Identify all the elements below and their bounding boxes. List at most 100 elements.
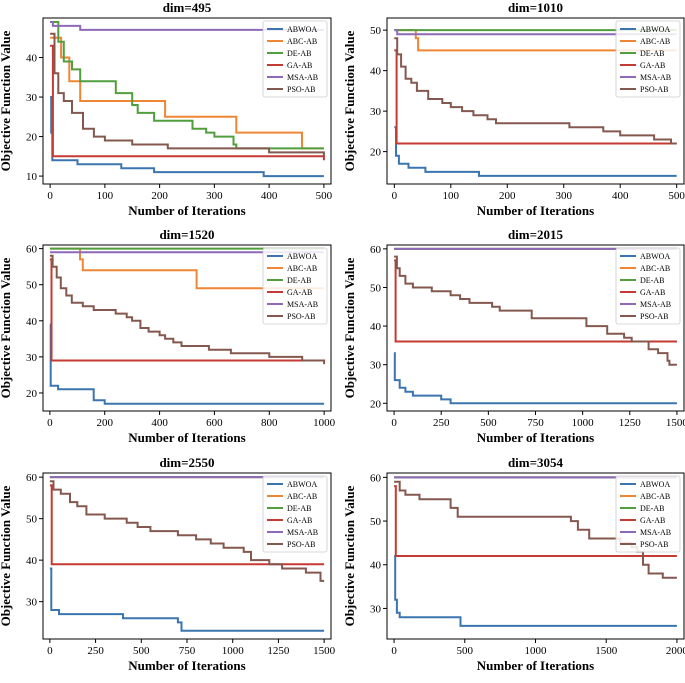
y-tick-label: 40 bbox=[26, 53, 38, 65]
y-axis-label: Objective Function Value bbox=[342, 485, 357, 626]
legend-entry-abwoa: ABWOA bbox=[640, 480, 670, 489]
y-tick-label: 40 bbox=[26, 555, 38, 567]
chart-6: dim=3054 0 500 1000 1500 2000 30 40 50 60 Number o… bbox=[342, 455, 685, 673]
legend-entry-ga-ab: GA-AB bbox=[640, 288, 665, 297]
y-axis-label: Objective Function Value bbox=[0, 485, 13, 626]
series-line-pso-ab bbox=[49, 480, 325, 582]
x-tick-label: 400 bbox=[612, 190, 629, 202]
series-line-abwoa bbox=[394, 126, 677, 177]
legend-entry-pso-ab: PSO-AB bbox=[640, 540, 668, 549]
y-tick-label: 30 bbox=[370, 106, 382, 118]
legend: ABWOA ABC-AB DE-AB GA-AB MSA-AB PSO-AB bbox=[262, 475, 328, 553]
series-line-msa-ab bbox=[50, 21, 324, 31]
legend-entry-abc-ab: ABC-AB bbox=[640, 264, 670, 273]
legend-entry-ga-ab: GA-AB bbox=[287, 61, 312, 70]
y-tick-label: 50 bbox=[370, 282, 382, 294]
legend-entry-abc-ab: ABC-AB bbox=[287, 492, 317, 501]
y-tick-label: 10 bbox=[26, 171, 38, 183]
x-tick-label: 2000 bbox=[666, 645, 685, 657]
legend-entry-abc-ab: ABC-AB bbox=[287, 37, 317, 46]
series-lines bbox=[49, 476, 325, 632]
x-tick-label: 1500 bbox=[595, 645, 618, 657]
legend: ABWOA ABC-AB DE-AB GA-AB MSA-AB PSO-AB bbox=[615, 475, 681, 553]
x-tick-label: 1000 bbox=[572, 417, 595, 429]
series-line-abwoa bbox=[394, 555, 677, 627]
chart-5: dim=2550 0 250 500 750 1000 1250 1500 30 40 50 60 Nu… bbox=[0, 455, 336, 673]
axes-frame bbox=[42, 244, 332, 412]
series-line-ga-ab bbox=[394, 49, 677, 145]
legend-entry-abwoa: ABWOA bbox=[287, 25, 317, 34]
x-tick-label: 400 bbox=[151, 417, 168, 429]
x-tick-label: 250 bbox=[87, 645, 104, 657]
series-lines bbox=[394, 29, 677, 177]
y-tick-label: 40 bbox=[370, 560, 382, 572]
y-tick-label: 20 bbox=[370, 398, 382, 410]
legend-entry-msa-ab: MSA-AB bbox=[287, 528, 318, 537]
x-axis-label: Number of Iterations bbox=[128, 203, 245, 218]
legend: ABWOA ABC-AB DE-AB GA-AB MSA-AB PSO-AB bbox=[262, 20, 328, 98]
legend-entry-msa-ab: MSA-AB bbox=[640, 528, 671, 537]
x-tick-label: 100 bbox=[97, 190, 114, 202]
y-tick-label: 60 bbox=[370, 244, 382, 256]
x-tick-label: 250 bbox=[433, 417, 450, 429]
legend-entry-pso-ab: PSO-AB bbox=[640, 312, 668, 321]
series-line-ga-ab bbox=[394, 485, 677, 557]
legend: ABWOA ABC-AB DE-AB GA-AB MSA-AB PSO-AB bbox=[615, 20, 681, 98]
x-tick-label: 750 bbox=[527, 417, 544, 429]
x-tick-label: 300 bbox=[555, 190, 572, 202]
legend-entry-msa-ab: MSA-AB bbox=[287, 300, 318, 309]
series-line-abwoa bbox=[50, 96, 324, 178]
x-tick-label: 500 bbox=[457, 645, 474, 657]
x-axis-label: Number of Iterations bbox=[477, 203, 594, 218]
x-tick-label: 1500 bbox=[313, 645, 336, 657]
y-tick-label: 50 bbox=[370, 516, 382, 528]
series-line-ga-ab bbox=[49, 258, 325, 362]
x-tick-label: 0 bbox=[47, 417, 53, 429]
x-tick-label: 200 bbox=[151, 190, 168, 202]
x-tick-label: 200 bbox=[499, 190, 516, 202]
x-tick-label: 1500 bbox=[666, 417, 685, 429]
series-line-ga-ab bbox=[394, 259, 677, 343]
series-line-pso-ab bbox=[394, 37, 677, 145]
legend-entry-abwoa: ABWOA bbox=[287, 252, 317, 261]
x-tick-label: 300 bbox=[206, 190, 223, 202]
x-tick-label: 500 bbox=[316, 190, 333, 202]
x-axis-label: Number of Iterations bbox=[128, 658, 245, 673]
x-axis-label: Number of Iterations bbox=[128, 430, 245, 445]
x-axis-label: Number of Iterations bbox=[477, 658, 594, 673]
series-line-de-ab bbox=[50, 21, 324, 150]
legend-entry-de-ab: DE-AB bbox=[287, 504, 311, 513]
y-tick-label: 60 bbox=[26, 244, 38, 256]
legend-entry-abc-ab: ABC-AB bbox=[287, 264, 317, 273]
series-line-abwoa bbox=[49, 323, 325, 405]
x-tick-label: 200 bbox=[96, 417, 113, 429]
y-tick-label: 50 bbox=[26, 280, 38, 292]
x-tick-label: 1250 bbox=[619, 417, 642, 429]
chart-title: dim=3054 bbox=[508, 455, 564, 470]
x-tick-label: 500 bbox=[480, 417, 497, 429]
chart-title: dim=1010 bbox=[508, 0, 563, 15]
legend-entry-abc-ab: ABC-AB bbox=[640, 492, 670, 501]
series-line-abwoa bbox=[49, 567, 325, 632]
legend-entry-abwoa: ABWOA bbox=[287, 480, 317, 489]
x-tick-label: 1000 bbox=[222, 645, 245, 657]
series-line-msa-ab bbox=[394, 29, 677, 36]
x-tick-label: 1000 bbox=[313, 417, 336, 429]
legend-entry-pso-ab: PSO-AB bbox=[640, 85, 668, 94]
legend-entry-abc-ab: ABC-AB bbox=[640, 37, 670, 46]
x-tick-label: 1000 bbox=[525, 645, 548, 657]
x-tick-label: 500 bbox=[133, 645, 150, 657]
legend-entry-msa-ab: MSA-AB bbox=[640, 300, 671, 309]
y-axis-label: Objective Function Value bbox=[0, 257, 13, 398]
legend-entry-msa-ab: MSA-AB bbox=[287, 73, 318, 82]
x-tick-label: 800 bbox=[261, 417, 278, 429]
series-line-ga-ab bbox=[49, 484, 325, 566]
x-tick-label: 0 bbox=[47, 645, 53, 657]
y-tick-label: 20 bbox=[26, 132, 38, 144]
legend-entry-de-ab: DE-AB bbox=[640, 504, 664, 513]
series-line-abwoa bbox=[393, 352, 677, 405]
legend-entry-pso-ab: PSO-AB bbox=[287, 312, 315, 321]
y-tick-label: 50 bbox=[370, 25, 382, 37]
legend-entry-abwoa: ABWOA bbox=[640, 25, 670, 34]
x-tick-label: 1250 bbox=[267, 645, 290, 657]
